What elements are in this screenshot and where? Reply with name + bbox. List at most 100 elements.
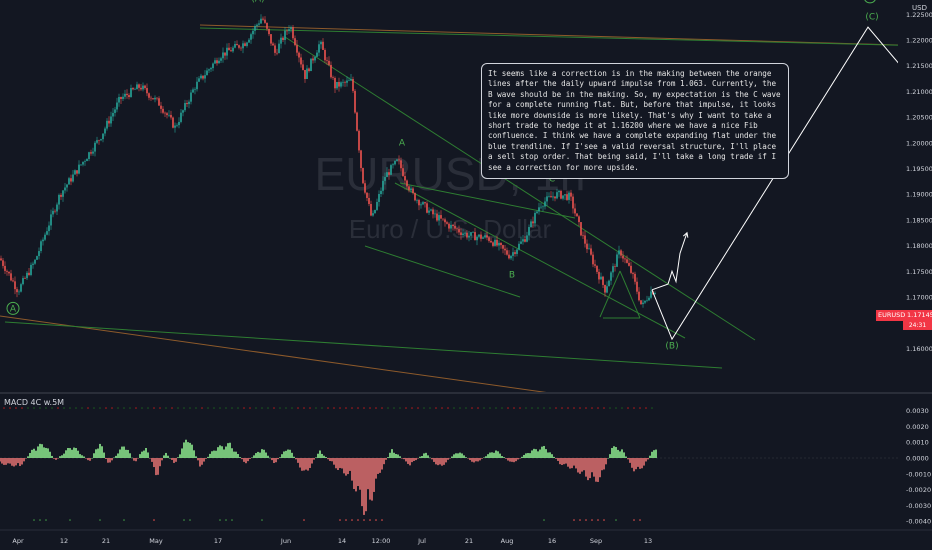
projection-group[interactable]	[651, 26, 906, 341]
channel-b-line[interactable]	[399, 182, 576, 219]
macd-indicator-title[interactable]: MACD 4C w.5M	[4, 398, 65, 407]
green-bottom-line[interactable]	[4, 321, 723, 369]
candle-body	[150, 97, 152, 99]
macd-bar	[227, 443, 229, 458]
candle-body	[344, 82, 346, 83]
price-axis-panel[interactable]	[898, 0, 932, 530]
macd-bar	[295, 458, 297, 460]
macd-bar	[453, 454, 455, 458]
candle-body	[146, 88, 148, 94]
macd-bar	[367, 458, 369, 490]
macd-bar	[475, 458, 477, 462]
macd-bar	[281, 454, 283, 458]
macd-signal-dot	[579, 407, 581, 409]
macd-signal-dot	[357, 407, 359, 409]
candle-body	[350, 79, 352, 81]
candle-body	[70, 178, 72, 182]
macd-bar	[397, 454, 399, 458]
trendlines[interactable]	[0, 24, 932, 394]
candle-body	[496, 239, 498, 246]
candle-body	[300, 57, 302, 65]
macd-bar	[269, 457, 271, 459]
macd-bar	[481, 458, 483, 459]
macd-signal-dot	[375, 407, 377, 409]
candle-body	[432, 209, 434, 215]
macd-signal-dot	[531, 407, 533, 409]
macd-bar	[307, 458, 309, 471]
candle-body	[442, 218, 444, 220]
candle-body	[250, 34, 252, 40]
macd-signal-dot	[579, 519, 581, 521]
candle-body	[506, 250, 508, 255]
macd-bar	[485, 456, 487, 458]
candle-body	[526, 235, 528, 242]
macd-signal-dot	[207, 407, 209, 409]
macd-signal-dot	[417, 407, 419, 409]
candle-body	[332, 77, 334, 78]
analysis-note[interactable]: It seems like a correction is in the mak…	[481, 63, 789, 180]
green-top-line[interactable]	[199, 27, 932, 47]
macd-signal-dot	[381, 519, 383, 521]
candle-body	[288, 29, 290, 31]
candle-body	[274, 45, 276, 53]
candle-body	[480, 234, 482, 239]
macd-signal-dot	[27, 407, 29, 409]
candle-body	[428, 210, 430, 213]
candle-body	[472, 232, 474, 233]
orange-lower-line[interactable]	[0, 315, 551, 394]
candle-body	[570, 192, 572, 197]
macd-bar	[613, 446, 615, 458]
macd-tick-label: 0.0010	[906, 439, 929, 447]
candle-body	[564, 194, 566, 196]
candle-body	[568, 192, 570, 200]
small-channel-a[interactable]	[599, 270, 621, 318]
macd-bar	[159, 458, 161, 467]
macd-histogram[interactable]	[0, 439, 657, 515]
macd-bar	[69, 448, 71, 458]
candle-body	[628, 262, 630, 266]
candle-body	[462, 233, 464, 236]
wave-label: (A)	[251, 0, 264, 4]
candle-body	[296, 45, 298, 53]
candle-body	[294, 38, 296, 46]
macd-signal-dot	[159, 407, 161, 409]
macd-bar	[27, 456, 29, 458]
macd-bar	[393, 452, 395, 458]
macd-bar	[643, 458, 645, 466]
channel-lower-line[interactable]	[364, 245, 521, 298]
candle-body	[364, 183, 366, 193]
macd-bar	[179, 454, 181, 458]
candle-body	[394, 160, 396, 165]
macd-bar	[615, 447, 617, 458]
macd-bar	[577, 458, 579, 473]
macd-bar	[239, 457, 241, 458]
macd-signal-dot	[231, 407, 233, 409]
candle-body	[624, 258, 626, 260]
candle-body	[242, 43, 244, 49]
candles-group[interactable]	[0, 14, 656, 308]
candle-body	[352, 79, 354, 91]
macd-bar	[587, 458, 589, 481]
macd-bar	[625, 456, 627, 458]
candle-body	[562, 195, 564, 199]
macd-bar	[419, 456, 421, 458]
macd-signal-dot	[297, 407, 299, 409]
macd-bar	[561, 458, 563, 465]
macd-signal-dot	[447, 407, 449, 409]
candle-body	[622, 255, 624, 259]
time-tick-label: Jun	[280, 537, 291, 545]
candle-body	[402, 168, 404, 177]
time-tick-label: May	[149, 537, 163, 545]
macd-bar	[153, 458, 155, 468]
blue-trendline[interactable]	[284, 36, 756, 341]
channel-upper-line[interactable]	[394, 182, 686, 339]
macd-bar	[255, 453, 257, 458]
macd-bar	[215, 450, 217, 458]
candle-body	[292, 27, 294, 39]
macd-bar	[501, 456, 503, 458]
current-price-tag: EURUSD 1.17145	[876, 310, 932, 321]
macd-bar	[291, 452, 293, 458]
small-channel-b[interactable]	[619, 270, 641, 319]
macd-bar	[399, 456, 401, 458]
